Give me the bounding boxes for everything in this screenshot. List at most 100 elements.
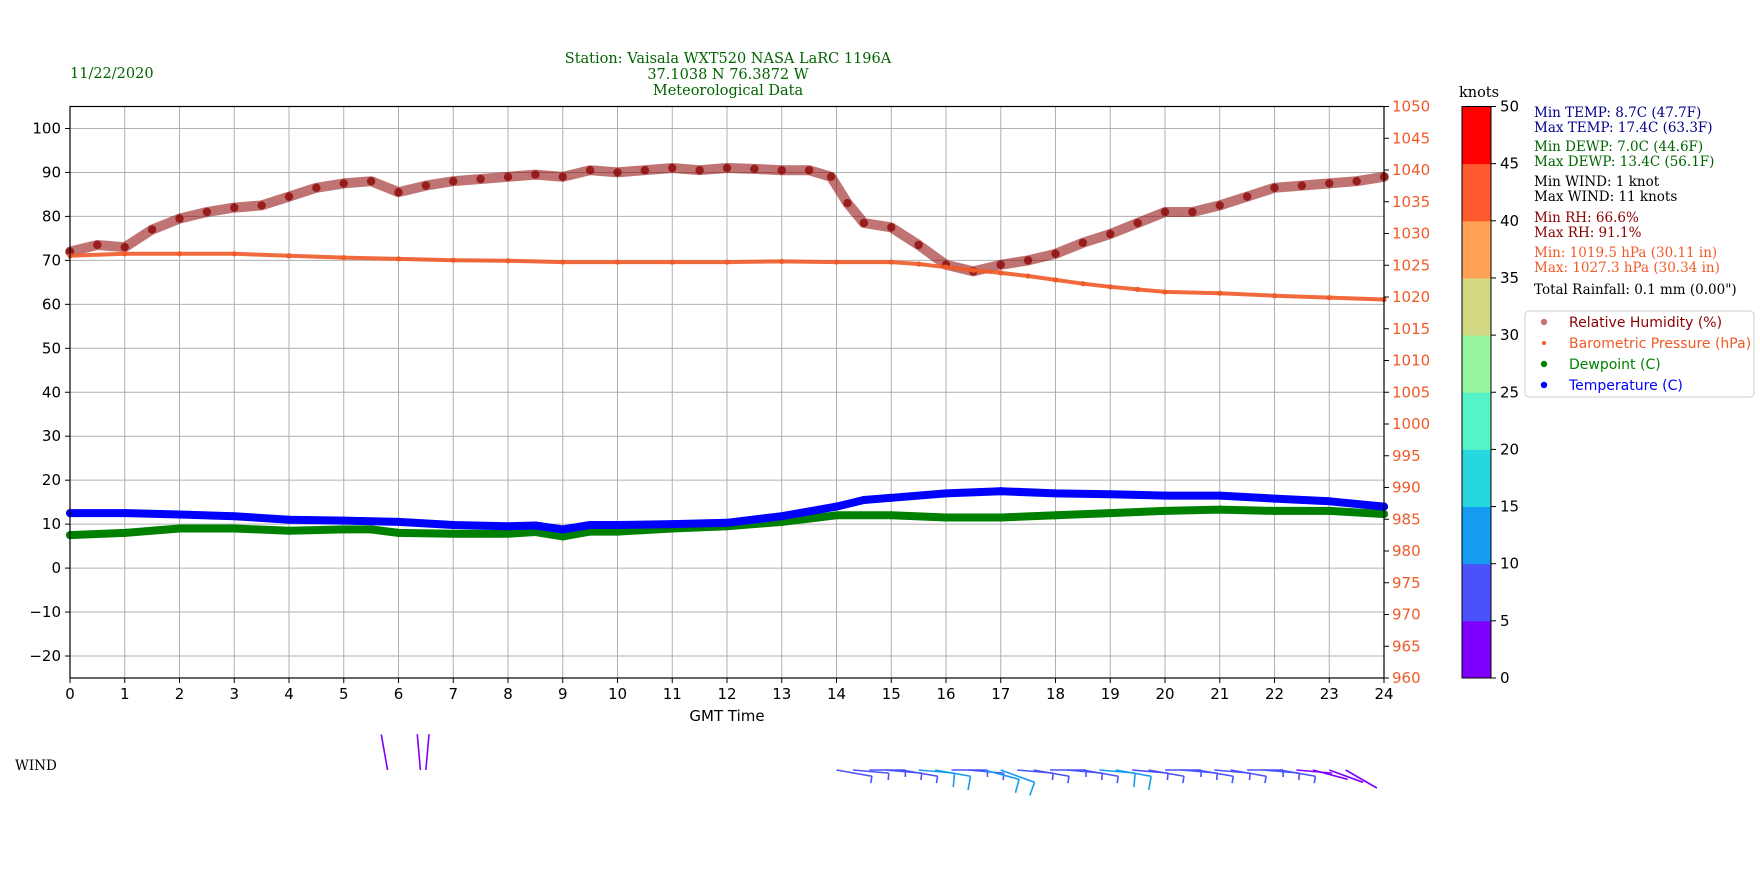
x-tick-label: 17 [991,685,1010,703]
data-point [859,495,868,504]
data-point [202,207,212,217]
data-point [531,521,540,530]
wind-barb [1082,769,1120,784]
right-tick-label: 965 [1392,637,1421,655]
data-point [503,172,513,182]
colorbar-tick-label: 45 [1500,155,1519,173]
data-point [613,168,622,177]
x-tick-label: 2 [175,685,185,703]
wind-barb [1033,769,1070,784]
series-points-barometric-pressure-hpa [67,251,1387,303]
data-point [1270,183,1279,193]
x-tick-label: 21 [1210,685,1229,703]
data-point [585,166,595,175]
wind-barb [1328,769,1364,784]
data-point [421,181,431,190]
data-point [1162,289,1168,295]
data-point [395,256,402,262]
x-axis-label: GMT Time [689,707,764,725]
data-point [613,521,622,530]
legend-marker [1540,318,1548,326]
data-point [843,199,852,208]
data-point [1135,286,1141,292]
x-tick-label: 1 [120,685,130,703]
data-point [614,259,621,265]
data-point [887,493,896,502]
x-tick-label: 10 [608,685,627,703]
data-point [942,513,950,522]
data-point [750,164,759,174]
colorbar-segment [1462,220,1491,279]
left-tick-label: 0 [51,559,61,577]
left-tick-label: −20 [29,647,61,665]
data-point [449,177,458,186]
legend-entry: Temperature (C) [1568,378,1683,394]
x-tick-label: 18 [1046,685,1065,703]
stat-line: Min RH: 66.6% [1534,210,1639,226]
wind-barb [1345,769,1378,789]
data-point [723,518,731,527]
stats-panel: Min TEMP: 8.7C (47.7F)Max TEMP: 17.4C (6… [1534,105,1737,298]
data-point [339,179,348,188]
stat-line: Total Rainfall: 0.1 mm (0.00") [1534,282,1737,298]
data-point [476,174,485,184]
station-coordinates: 37.1038 N 76.3872 W [647,67,808,83]
data-point [1217,290,1223,296]
data-point [147,225,157,234]
data-point [833,259,840,265]
data-point [668,163,677,173]
data-point [914,240,923,250]
data-point [1325,179,1334,188]
stat-line: Min: 1019.5 hPa (30.11 in) [1534,245,1717,261]
right-tick-label: 980 [1392,542,1421,560]
x-tick-label: 11 [663,685,682,703]
data-point [887,223,896,232]
data-point [120,242,129,252]
data-point [175,510,184,519]
wind-barb [1000,769,1036,796]
data-point [777,512,786,521]
data-point [531,170,540,179]
colorbar-segment [1462,277,1491,336]
data-point [1161,491,1169,500]
data-point [669,259,675,265]
data-point [339,516,348,525]
data-point [285,515,293,524]
data-point [504,522,512,531]
right-tick-label: 1005 [1392,383,1430,401]
data-point [1078,238,1088,247]
x-tick-label: 20 [1155,685,1174,703]
right-tick-label: 995 [1392,447,1421,465]
data-point [366,177,376,186]
x-tick-label: 19 [1101,685,1120,703]
data-point [1270,506,1279,515]
x-tick-label: 0 [65,685,75,703]
colorbar-segment [1462,106,1491,165]
data-point [1051,489,1060,498]
x-tick-label: 7 [448,685,458,703]
legend-marker [1540,381,1548,389]
right-tick-label: 1015 [1392,320,1430,338]
wind-barb [967,769,1005,781]
wind-barb [425,734,430,771]
data-point [1106,229,1115,239]
wind-barb [1148,769,1185,784]
x-tick-label: 24 [1374,685,1393,703]
data-point [722,163,732,173]
data-point [558,532,567,541]
colorbar-tick-label: 0 [1500,669,1510,687]
x-tick-label: 15 [882,685,901,703]
data-point [779,258,785,265]
data-point [1325,497,1334,506]
colorbar-tick-label: 10 [1500,555,1519,573]
series-line-dewpoint-c [66,505,1388,541]
colorbar-tick-label: 50 [1500,98,1519,116]
data-point [1106,490,1115,499]
colorbar-segment [1462,620,1491,679]
right-tick-label: 975 [1392,574,1421,592]
data-point [1051,511,1060,520]
x-tick-label: 9 [558,685,568,703]
left-tick-label: 60 [42,295,61,313]
data-point [120,528,129,537]
data-point [449,529,458,538]
